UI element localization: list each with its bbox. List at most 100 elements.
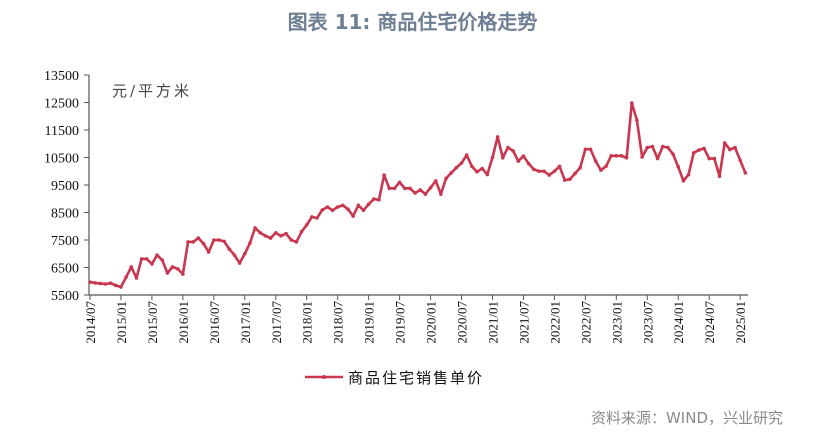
series-line: [89, 101, 747, 289]
data-point: [666, 145, 670, 150]
data-point: [201, 241, 206, 246]
data-point: [691, 151, 696, 155]
x-tick-label: 2025/01: [733, 301, 748, 344]
data-point: [573, 171, 577, 176]
data-point: [583, 147, 588, 152]
data-point: [304, 223, 309, 227]
data-point: [444, 176, 448, 181]
data-point: [139, 257, 144, 261]
data-point: [712, 156, 717, 161]
x-tick-label: 2023/01: [609, 301, 624, 344]
y-tick-label: 9500: [51, 179, 79, 194]
data-point: [495, 135, 500, 139]
data-point: [640, 155, 644, 159]
data-point: [542, 169, 546, 174]
x-tick-label: 2017/01: [238, 301, 253, 344]
data-point: [170, 265, 175, 269]
data-point: [227, 247, 232, 251]
data-point: [635, 118, 639, 123]
data-point: [552, 169, 557, 174]
x-tick-label: 2022/07: [578, 301, 593, 344]
data-point: [702, 146, 706, 151]
data-point: [408, 186, 412, 191]
data-point: [686, 172, 691, 177]
data-point: [237, 261, 242, 265]
x-tick-label: 2024/01: [671, 301, 686, 344]
data-point: [284, 231, 288, 236]
data-point: [521, 154, 526, 158]
data-point: [366, 202, 371, 207]
data-point: [361, 208, 366, 213]
data-point: [93, 281, 97, 285]
data-point: [650, 144, 655, 149]
x-tick-label: 2020/07: [455, 301, 470, 344]
x-tick-label: 2018/07: [331, 301, 346, 344]
data-point: [459, 161, 464, 165]
data-point: [599, 168, 603, 172]
data-point: [258, 231, 263, 235]
data-point: [470, 164, 474, 169]
chart-title: 图表 11: 商品住宅价格走势: [287, 10, 538, 34]
y-tick-label: 10500: [44, 152, 79, 167]
data-point: [588, 147, 593, 152]
data-point: [413, 191, 417, 195]
data-point: [268, 236, 273, 240]
data-point: [134, 276, 139, 280]
x-tick-label: 2016/01: [176, 301, 191, 344]
data-point: [144, 257, 149, 261]
data-point: [160, 258, 165, 262]
data-point: [511, 149, 515, 153]
x-tick-label: 2015/07: [145, 301, 160, 344]
data-point: [614, 154, 619, 158]
data-point: [397, 180, 402, 185]
data-point: [717, 174, 722, 178]
data-point: [660, 144, 665, 149]
data-point: [294, 240, 299, 244]
data-point: [423, 192, 428, 196]
data-point: [480, 166, 484, 171]
data-point: [232, 253, 237, 257]
data-point: [454, 165, 459, 170]
y-axis-unit-label: 元/平方米: [112, 82, 192, 100]
x-tick-label: 2014/07: [83, 301, 98, 344]
data-point: [697, 148, 701, 152]
data-point: [722, 141, 727, 145]
data-point: [402, 186, 407, 191]
x-tick-label: 2019/01: [362, 301, 377, 344]
data-point: [464, 153, 469, 157]
data-point: [325, 205, 330, 209]
data-point: [129, 265, 134, 269]
data-point: [387, 186, 392, 191]
data-point: [253, 226, 257, 230]
data-point: [320, 208, 325, 212]
data-point: [155, 253, 159, 257]
data-point: [299, 229, 304, 234]
data-point: [671, 152, 675, 156]
data-point: [263, 234, 268, 238]
data-point: [356, 203, 361, 208]
data-point: [609, 154, 613, 158]
data-point: [433, 179, 438, 183]
data-point: [681, 179, 686, 183]
data-point: [114, 283, 118, 288]
data-point: [273, 231, 278, 235]
y-tick-label: 6500: [51, 262, 79, 277]
data-point: [310, 215, 314, 219]
data-point: [181, 272, 185, 276]
data-point: [341, 203, 345, 208]
data-point: [655, 156, 660, 161]
x-tick-label: 2017/07: [269, 301, 284, 344]
x-tick-label: 2024/07: [702, 301, 717, 344]
x-tick-label: 2015/01: [114, 301, 129, 344]
x-tick-label: 2016/07: [207, 301, 222, 344]
data-point: [119, 285, 123, 289]
data-point: [222, 239, 226, 244]
data-point: [108, 281, 113, 285]
data-point: [206, 250, 211, 254]
y-tick-label: 12500: [44, 97, 79, 112]
y-tick-label: 7500: [51, 234, 79, 249]
data-point: [624, 155, 629, 160]
y-tick-label: 13500: [44, 69, 79, 84]
data-point: [578, 165, 582, 170]
